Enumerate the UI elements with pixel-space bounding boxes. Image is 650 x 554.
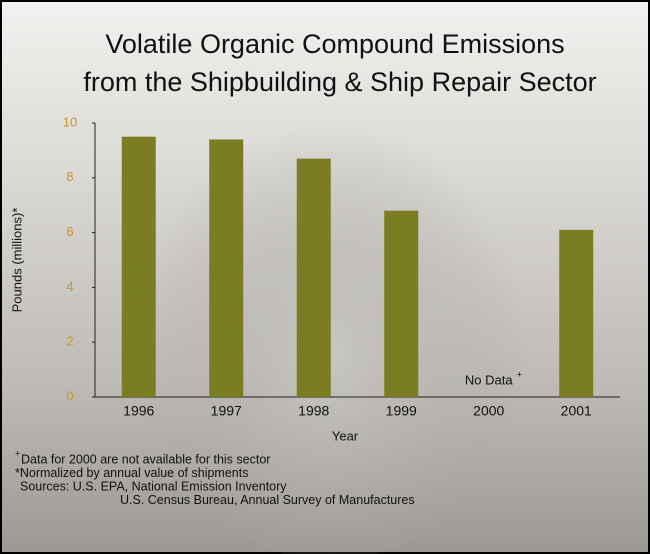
y-tick-label: 6 — [66, 224, 73, 239]
footnote: *Normalized by annual value of shipments — [15, 466, 248, 480]
y-tick-label: 0 — [66, 388, 73, 403]
chart-title: from the Shipbuilding & Ship Repair Sect… — [83, 67, 596, 97]
x-tick-label: 1997 — [211, 403, 242, 419]
x-axis-label: Year — [332, 428, 359, 443]
y-tick-label: 4 — [66, 279, 73, 294]
y-tick-label: 10 — [63, 114, 77, 129]
y-tick-label: 8 — [66, 169, 73, 184]
footnote-mark: + — [15, 448, 20, 458]
chart-title: Volatile Organic Compound Emissions — [105, 29, 564, 59]
annotation: No Data — [465, 372, 513, 387]
x-tick-label: 2001 — [561, 403, 592, 419]
bar — [209, 139, 243, 397]
bar — [384, 211, 418, 397]
y-tick-label: 2 — [66, 334, 73, 349]
annotation-mark: + — [517, 369, 522, 379]
footnote: Sources: U.S. EPA, National Emission Inv… — [20, 479, 287, 493]
x-tick-label: 1998 — [298, 403, 329, 419]
bar — [559, 230, 593, 397]
x-tick-label: 1996 — [123, 403, 154, 419]
chart: Volatile Organic Compound Emissions from… — [0, 0, 650, 554]
x-tick-label: 1999 — [386, 403, 417, 419]
y-axis-label: Pounds (millions)* — [9, 208, 24, 313]
bar — [297, 159, 331, 397]
x-tick-label: 2000 — [473, 403, 504, 419]
slide: Volatile Organic Compound Emissions from… — [0, 0, 650, 554]
footnote: U.S. Census Bureau, Annual Survey of Man… — [120, 493, 415, 507]
bar — [122, 137, 156, 397]
footnote: Data for 2000 are not available for this… — [21, 452, 270, 466]
